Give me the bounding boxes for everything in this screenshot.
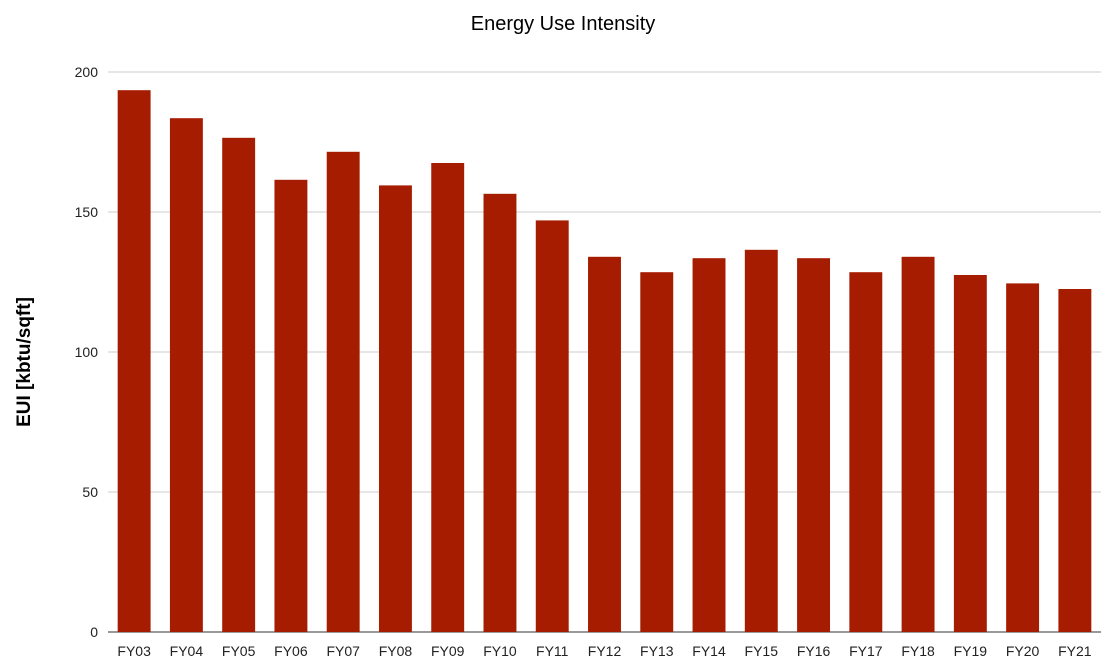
bar-fy18: [901, 256, 935, 632]
x-tick-label: FY10: [483, 643, 517, 659]
x-tick-label: FY04: [170, 643, 204, 659]
bar-fy11: [535, 220, 569, 632]
bar-fy07: [326, 151, 360, 633]
bar-fy06: [274, 179, 308, 633]
x-tick-label: FY09: [431, 643, 465, 659]
bar-fy16: [797, 258, 831, 632]
x-tick-label: FY19: [954, 643, 988, 659]
x-tick-label: FY15: [745, 643, 779, 659]
chart-title: Energy Use Intensity: [471, 13, 656, 35]
x-tick-label: FY03: [117, 643, 151, 659]
bar-fy09: [431, 163, 465, 632]
y-tick-label: 50: [82, 484, 98, 500]
bars: [117, 90, 1092, 633]
bar-fy14: [692, 258, 726, 632]
bar-fy15: [744, 249, 778, 633]
x-tick-label: FY17: [849, 643, 883, 659]
x-tick-label: FY16: [797, 643, 831, 659]
y-tick-label: 0: [90, 624, 98, 640]
bar-fy21: [1058, 289, 1092, 632]
x-tick-label: FY13: [640, 643, 674, 659]
bar-fy05: [222, 137, 256, 633]
x-tick-label: FY18: [901, 643, 935, 659]
x-tick-label: FY05: [222, 643, 256, 659]
x-tick-label: FY06: [274, 643, 308, 659]
y-tick-labels: 0 50 100 150 200: [75, 64, 99, 640]
x-tick-label: FY20: [1006, 643, 1040, 659]
bar-fy04: [169, 118, 203, 632]
y-axis-label: EUI [kbtu/sqft]: [14, 297, 35, 427]
bar-fy13: [640, 272, 674, 632]
bar-fy20: [1006, 283, 1040, 632]
y-tick-label: 100: [75, 344, 99, 360]
y-tick-label: 200: [75, 64, 99, 80]
bar-fy17: [849, 272, 883, 632]
x-tick-label: FY11: [536, 643, 569, 659]
bar-fy03: [117, 90, 151, 632]
bar-fy12: [588, 256, 621, 632]
x-tick-label: FY21: [1058, 643, 1092, 659]
x-tick-label: FY12: [588, 643, 622, 659]
x-tick-label: FY14: [692, 643, 726, 659]
bar-fy10: [483, 193, 517, 633]
bar-fy08: [378, 185, 412, 632]
y-tick-label: 150: [75, 204, 99, 220]
x-tick-labels: FY03 FY04 FY05 FY06 FY07 FY08 FY09 FY10 FY11 FY12…: [117, 643, 1091, 659]
x-tick-label: FY07: [326, 643, 360, 659]
bar-fy19: [953, 275, 987, 632]
x-tick-label: FY08: [379, 643, 413, 659]
